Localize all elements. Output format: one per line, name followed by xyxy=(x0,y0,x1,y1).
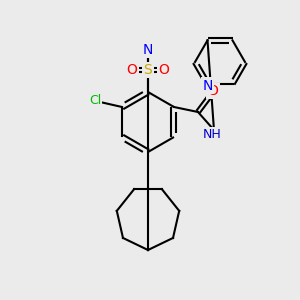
Text: S: S xyxy=(144,63,152,77)
Text: O: O xyxy=(159,63,170,77)
Text: O: O xyxy=(208,84,218,98)
Text: N: N xyxy=(202,79,213,93)
Text: O: O xyxy=(127,63,137,77)
Text: Cl: Cl xyxy=(89,94,101,106)
Text: NH: NH xyxy=(202,128,221,142)
Text: N: N xyxy=(143,43,153,57)
